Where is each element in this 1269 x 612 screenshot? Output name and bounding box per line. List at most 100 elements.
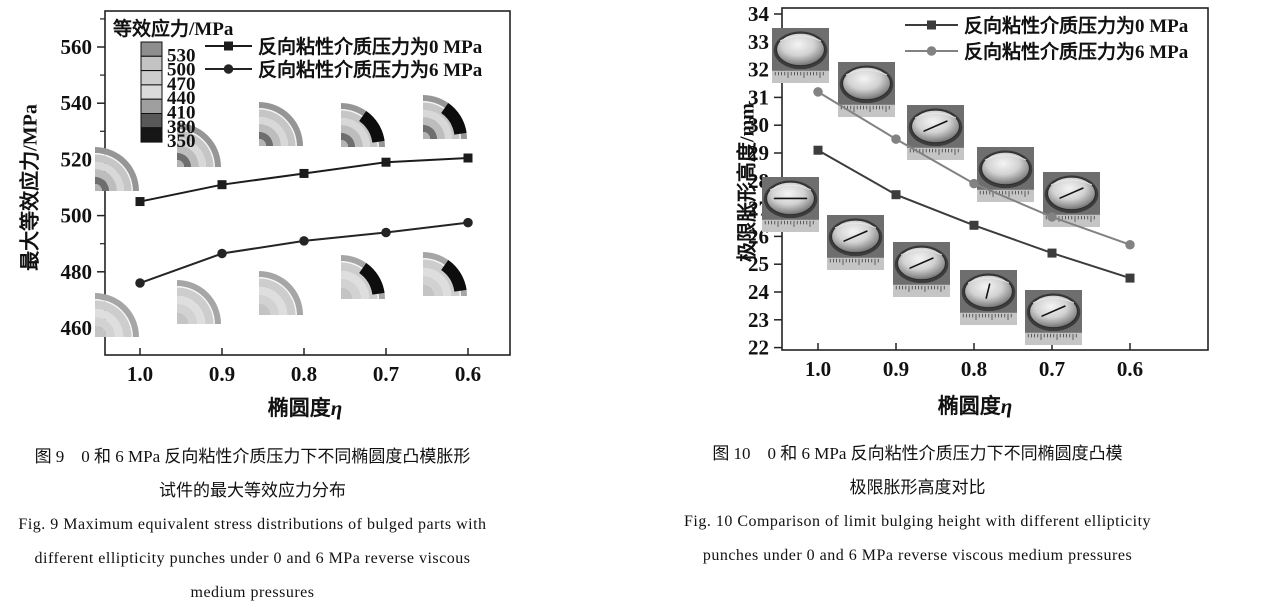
ruler-strip	[762, 219, 819, 232]
stress-band	[423, 131, 431, 139]
high-stress-black-zone	[359, 262, 385, 295]
fig10-caption-cn-line1: 图 10 0 和 6 MPa 反向粘性介质压力下不同椭圆度凸模	[712, 444, 1123, 463]
fig10-y-tick-label: 23	[748, 308, 769, 332]
fig9-y-tick-label: 520	[61, 147, 93, 171]
fig9-x-tick-label: 0.8	[291, 362, 317, 386]
stress-band	[259, 131, 274, 146]
stress-band	[259, 109, 296, 146]
fig9-x-tick-label: 0.9	[209, 362, 235, 386]
ruler-strip	[827, 257, 884, 270]
stress-band	[177, 152, 192, 167]
stress-band	[423, 109, 453, 139]
stress-contour-inset	[177, 123, 221, 167]
fig10-data-point-marker	[1047, 248, 1057, 258]
fig9-colorbar-label: 350	[167, 131, 196, 152]
fig9-colorbar-label: 500	[167, 60, 196, 81]
stress-band	[95, 183, 103, 191]
fig9-colorbar-label: 470	[167, 74, 196, 95]
rim-highlight	[967, 277, 1010, 284]
fig10-caption-en-line2: punches under 0 and 6 MPa reverse viscou…	[702, 547, 1133, 564]
stress-band	[177, 145, 199, 167]
fig9-colorbar-swatch	[140, 98, 163, 114]
crack-line	[923, 120, 948, 132]
specimen-photo-inset	[827, 215, 884, 270]
stress-band	[259, 278, 296, 315]
specimen-photo-inset	[960, 270, 1017, 325]
fig10-y-tick-label: 25	[748, 252, 769, 276]
fig9-y-tick-label: 480	[61, 260, 93, 284]
stress-band	[95, 176, 110, 191]
fig9-data-point-marker	[135, 197, 145, 207]
fig10-y-tick-label: 29	[748, 141, 769, 165]
fig10-y-tick-label: 34	[748, 2, 770, 26]
fig10-legend-marker	[926, 46, 937, 56]
fig9-x-axis-label-symbol: η	[330, 396, 343, 420]
fig10-x-axis-label: 椭圆度η	[825, 390, 1125, 420]
specimen-photo-inset	[762, 177, 819, 232]
rim-highlight	[769, 184, 812, 191]
bulged-dome	[842, 66, 891, 101]
stress-band	[177, 295, 206, 324]
fig9-x-axis-label-text: 椭圆度	[267, 396, 331, 420]
high-stress-black-zone	[441, 102, 467, 135]
stress-band	[423, 267, 452, 296]
rim-highlight	[779, 35, 822, 42]
fig10-x-tick-label: 1.0	[805, 357, 831, 381]
stress-band	[423, 259, 460, 296]
fig9-x-tick-label: 0.7	[373, 362, 399, 386]
stress-band	[177, 130, 214, 167]
ruler-strip	[960, 312, 1017, 325]
fig10-y-tick-label: 30	[748, 113, 769, 137]
ruler-strip	[977, 189, 1034, 202]
fig9-x-tick-label: 0.6	[455, 362, 481, 386]
stress-band	[341, 287, 353, 299]
stress-band	[259, 294, 280, 315]
fig10-data-point-marker	[1047, 212, 1057, 222]
crack-line	[1059, 187, 1084, 199]
specimen-photo-inset	[838, 62, 895, 117]
fig10-legend-marker	[927, 20, 936, 30]
fig10-data-point-marker	[969, 178, 979, 189]
ruler-strip	[907, 147, 964, 160]
crack-line	[843, 230, 868, 242]
stress-band	[95, 316, 116, 337]
fig10-y-tick-label: 24	[748, 280, 770, 304]
fig9-y-tick-label: 560	[61, 35, 93, 59]
stress-band	[423, 117, 445, 139]
rim-highlight	[984, 154, 1027, 161]
fig9-colorbar-swatch	[140, 84, 163, 100]
rim-highlight	[1032, 297, 1075, 304]
fig10-y-axis-label: 极限胀形高度/mm	[736, 103, 759, 262]
fig9-colorbar-swatch	[140, 55, 163, 72]
stress-contour-inset	[423, 252, 467, 296]
fig10-data-point-marker	[891, 190, 901, 200]
high-stress-black-zone	[441, 259, 467, 292]
fig9-series-line	[139, 221, 469, 284]
bulged-dome	[776, 32, 825, 67]
fig10-y-tick-label: 32	[748, 58, 769, 82]
fig9-colorbar-swatch	[140, 41, 163, 57]
stress-band	[341, 125, 363, 147]
fig9-data-point-marker	[463, 217, 473, 228]
rim-highlight	[900, 249, 943, 256]
fig9-caption-cn-line2: 试件的最大等效应力分布	[159, 481, 346, 500]
fig9-y-tick-label: 500	[61, 204, 93, 228]
stress-band	[177, 312, 189, 324]
stress-contour-inset	[95, 293, 139, 337]
crack-line	[909, 257, 934, 269]
fig10-y-tick-label: 33	[748, 30, 769, 54]
stress-contour-inset	[341, 103, 385, 147]
fig10-y-tick-label: 22	[748, 336, 769, 360]
stress-band	[259, 138, 267, 146]
fig9-data-point-marker	[463, 153, 473, 163]
stress-band	[95, 308, 124, 337]
fig9-caption: 图 9 0 和 6 MPa 反向粘性介质压力下不同椭圆度凸模胀形 试件的最大等效…	[0, 440, 505, 610]
fig10-x-axis-label-text: 椭圆度	[937, 394, 1001, 418]
fig9-caption-en-line1: Fig. 9 Maximum equivalent stress distrib…	[18, 516, 487, 533]
specimen-photo-inset	[1043, 172, 1100, 227]
crack-line	[1041, 305, 1066, 317]
rim-highlight	[845, 69, 888, 76]
stress-band	[177, 159, 185, 167]
stress-band	[341, 132, 356, 147]
fig9-data-point-marker	[217, 180, 227, 190]
